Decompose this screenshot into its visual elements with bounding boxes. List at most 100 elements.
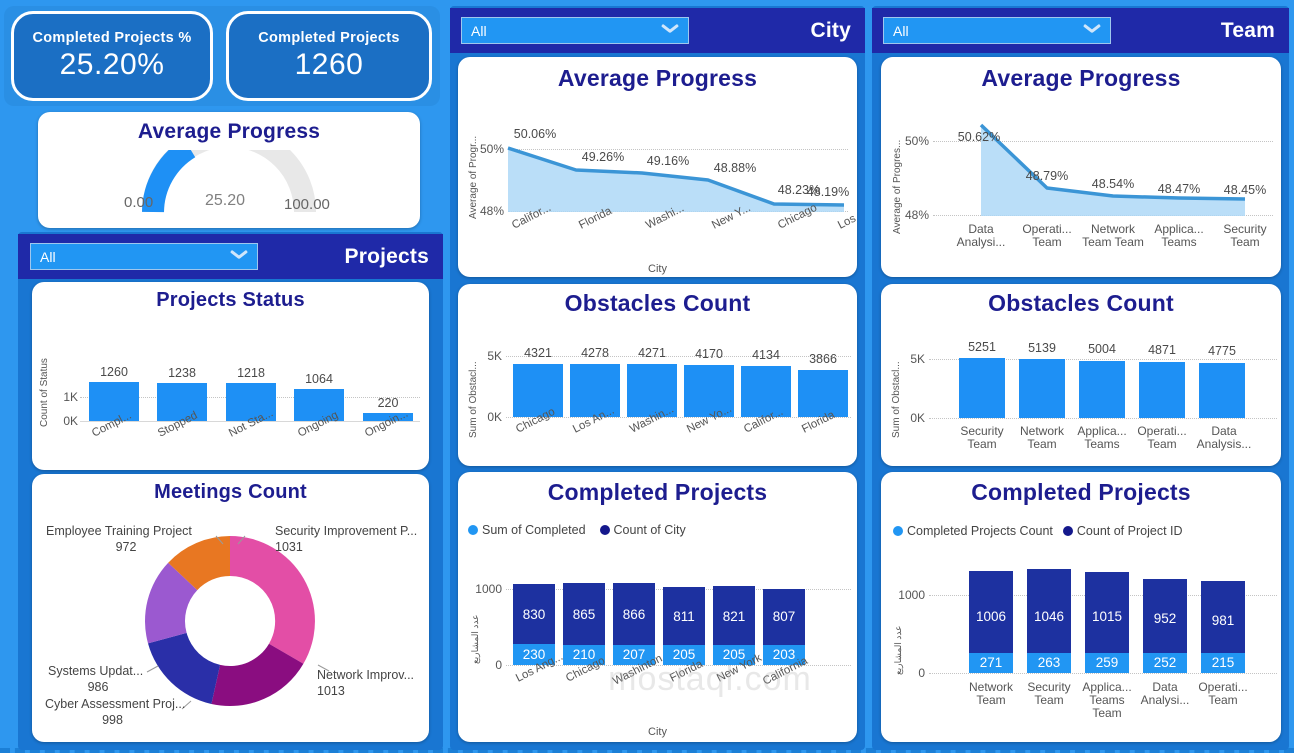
bar[interactable] <box>570 364 620 417</box>
gridline <box>933 141 1273 142</box>
bar-segment[interactable] <box>1027 653 1071 673</box>
x-axis-label: City <box>648 726 667 738</box>
bar-segment[interactable] <box>1201 653 1245 673</box>
bar-segment[interactable] <box>563 583 605 645</box>
bar[interactable] <box>157 383 207 421</box>
bar[interactable] <box>363 413 413 421</box>
bar[interactable] <box>1079 361 1125 418</box>
bar-segment[interactable] <box>1085 653 1129 673</box>
chart-title: Average Progress <box>981 65 1181 91</box>
bar[interactable] <box>741 366 791 417</box>
donut-label: Cyber Assessment Proj... 998 <box>45 696 185 728</box>
bar-value-label: 5004 <box>1088 342 1116 356</box>
donut-slice[interactable] <box>148 632 221 704</box>
bar[interactable] <box>294 389 344 421</box>
bar-value-label: 1218 <box>237 366 265 380</box>
chevron-down-icon[interactable] <box>231 252 249 262</box>
bar-segment[interactable] <box>1085 572 1129 653</box>
bar-segment[interactable] <box>1027 569 1071 653</box>
donut-slice[interactable] <box>168 536 230 591</box>
y-tick: 5K <box>487 349 502 363</box>
kpi-card-completed-projects-pct[interactable]: Completed Projects % 25.20% <box>11 11 213 101</box>
x-tick-label: Security Team <box>960 424 1004 451</box>
gauge-area: 0.00 25.20 100.00 <box>38 144 420 216</box>
legend-item[interactable]: Count of City <box>599 523 686 537</box>
segment-value: 263 <box>1037 655 1061 670</box>
donut-slice[interactable] <box>211 643 304 707</box>
bar[interactable] <box>513 364 563 417</box>
donut-slice[interactable] <box>145 562 198 644</box>
bar-segment[interactable] <box>613 583 655 645</box>
donut-label-text: Network Improv... <box>317 668 415 682</box>
city-slicer-dropdown[interactable]: All <box>461 17 689 44</box>
meetings-count-chart-card[interactable]: Meetings Count Security Improve <box>32 474 429 742</box>
bar-segment[interactable] <box>663 645 705 665</box>
donut-label: Employee Training Project 972 <box>46 523 206 555</box>
bar-segment[interactable] <box>713 645 755 665</box>
bar-segment[interactable] <box>1201 581 1245 653</box>
legend-item[interactable]: Count of Project ID <box>1062 524 1183 538</box>
bar-segment[interactable] <box>613 645 655 665</box>
projects-status-chart-card[interactable]: Projects Status Count of Status 1K 0K 12… <box>32 282 429 470</box>
donut-slice[interactable] <box>230 536 315 664</box>
team-average-progress-chart-card[interactable]: Average Progress Average of Progres... 5… <box>881 57 1281 277</box>
bar[interactable] <box>226 383 276 421</box>
team-obstacles-chart-card[interactable]: Obstacles Count Sum of Obstacl... 5K 0K … <box>881 284 1281 466</box>
bar-segment[interactable] <box>563 645 605 665</box>
segment-value: 203 <box>772 647 796 662</box>
average-progress-gauge-card[interactable]: Average Progress 0.00 25.20 100.00 <box>38 112 420 228</box>
bar-segment[interactable] <box>763 645 805 665</box>
bar[interactable] <box>1019 359 1065 418</box>
kpi-card-completed-projects[interactable]: Completed Projects 1260 <box>226 11 432 101</box>
bar-value-label: 4278 <box>581 346 609 360</box>
projects-status-chart: Projects Status Count of Status 1K 0K 12… <box>32 289 429 470</box>
segment-value: 230 <box>522 647 546 662</box>
y-tick: 50% <box>479 142 504 156</box>
city-completed-projects-chart-card[interactable]: Completed Projects Sum of Completed Coun… <box>458 472 857 742</box>
city-obstacles-chart-card[interactable]: Obstacles Count Sum of Obstacl... 5K 0K … <box>458 284 857 466</box>
bar-segment[interactable] <box>763 589 805 645</box>
bar-segment[interactable] <box>969 653 1013 673</box>
donut-label-text: Security Improvement P... <box>275 524 418 538</box>
bar-segment[interactable] <box>513 644 555 665</box>
donut-label-text: Systems Updat... <box>48 664 144 678</box>
bar-segment[interactable] <box>1143 579 1187 653</box>
bar-value-label: 4775 <box>1208 344 1236 358</box>
bar-segment[interactable] <box>969 571 1013 653</box>
legend-swatch-icon <box>599 525 610 535</box>
bar[interactable] <box>89 382 139 421</box>
bar-value-label: 5251 <box>968 340 996 354</box>
city-average-progress-chart-card[interactable]: Average Progress Average of Progr... 50%… <box>458 57 857 277</box>
chevron-down-icon[interactable] <box>1084 26 1102 36</box>
chevron-down-icon[interactable] <box>662 26 680 36</box>
bar-segment[interactable] <box>663 587 705 645</box>
bar[interactable] <box>1199 363 1245 418</box>
team-slicer-dropdown[interactable]: All <box>883 17 1111 44</box>
bar[interactable] <box>798 370 848 417</box>
legend-item[interactable]: Sum of Completed <box>468 523 586 537</box>
bar-segment[interactable] <box>713 586 755 645</box>
legend-swatch-icon <box>468 525 478 535</box>
bar[interactable] <box>627 364 677 417</box>
bar[interactable] <box>959 358 1005 418</box>
area-series-svg[interactable] <box>881 65 1281 277</box>
area-series-svg[interactable] <box>458 65 857 277</box>
bar-segment[interactable] <box>1143 653 1187 673</box>
bar-value-label: 5139 <box>1028 341 1056 355</box>
kpi-label: Completed Projects <box>258 30 400 46</box>
projects-slicer-dropdown[interactable]: All <box>30 243 258 270</box>
bar[interactable] <box>1139 362 1185 418</box>
gridline <box>506 356 851 357</box>
x-tick-label: Operati... Team <box>1198 680 1248 707</box>
bar-segment[interactable] <box>513 584 555 644</box>
team-completed-projects-chart-card[interactable]: Completed Projects Completed Projects Co… <box>881 472 1281 742</box>
segment-value: 205 <box>722 647 746 662</box>
point-value-label: 50.06% <box>513 127 557 141</box>
kpi-label: Completed Projects % <box>32 30 192 46</box>
legend-item[interactable]: Completed Projects Count <box>893 524 1053 538</box>
x-tick-label: Network Team <box>1019 424 1064 451</box>
bar[interactable] <box>684 365 734 417</box>
y-tick: 1K <box>63 390 78 404</box>
meetings-count-chart: Meetings Count Security Improve <box>32 481 429 742</box>
team-slicer-value: All <box>893 22 909 39</box>
